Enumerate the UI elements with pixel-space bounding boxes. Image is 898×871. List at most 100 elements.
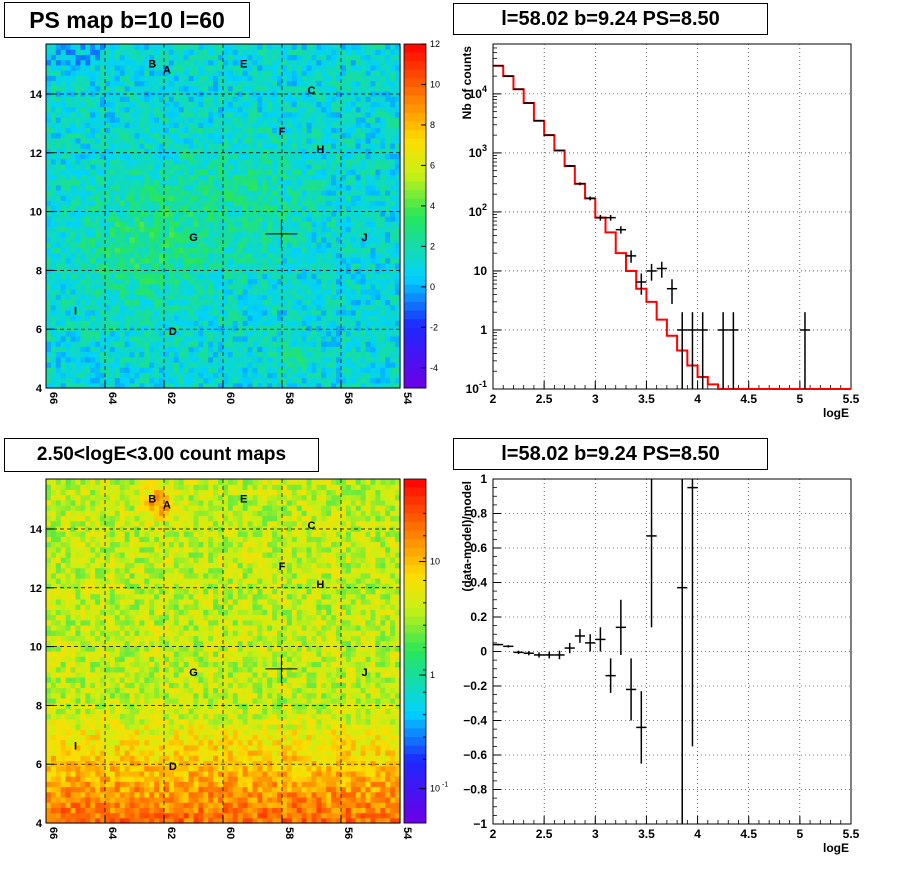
heatmap-cell [178,382,185,389]
heatmap-cell [139,231,145,238]
heatmap-cell [247,189,254,196]
heatmap-cell [188,242,195,248]
heatmap-cell [218,372,224,379]
heatmap-cell [232,70,239,76]
heatmap-cell [129,54,136,61]
heatmap-cell [350,341,357,347]
heatmap-cell [252,158,259,165]
heatmap-cell [85,335,91,342]
heatmap-cell [90,44,96,50]
heatmap-cell [326,309,332,316]
heatmap-cell [149,367,155,373]
heatmap-cell [75,372,82,379]
heatmap-cell [227,153,234,160]
heatmap-cell [345,163,352,170]
heatmap-cell [144,278,150,285]
heatmap-cell [65,80,72,87]
heatmap-cell [385,158,391,165]
heatmap-cell [109,80,116,87]
colorbar-segment [404,310,426,320]
heatmap-cell [173,205,180,212]
heatmap-cell [321,330,327,337]
heatmap-cell [124,361,131,368]
heatmap-cell [46,341,52,347]
colorbar-segment [404,327,426,337]
heatmap-cell [277,179,283,186]
heatmap-cell [350,163,357,170]
heatmap-cell [291,315,298,321]
heatmap-cell [183,268,190,274]
heatmap-cell [272,335,278,342]
heatmap-cell [336,148,342,155]
heatmap-cell [90,148,96,155]
heatmap-cell [390,221,396,228]
heatmap-cell [129,163,136,170]
heatmap-cell [365,283,372,290]
heatmap-cell [321,205,327,212]
heatmap-cell [218,257,224,264]
heatmap-cell [321,122,327,128]
heatmap-cell [65,195,72,201]
heatmap-cell [390,143,396,149]
heatmap-cell [159,96,165,102]
heatmap-cell [252,148,259,155]
heatmap-cell [296,268,303,274]
heatmap-cell [326,315,332,321]
heatmap-cell [350,278,357,285]
heatmap-cell [208,158,214,165]
heatmap-cell [129,247,136,254]
heatmap-cell [183,377,190,384]
heatmap-cell [90,116,96,123]
heatmap-cell [277,189,283,196]
heatmap-cell [242,70,249,76]
heatmap-cell [154,288,160,295]
heatmap-cell [380,49,386,56]
heatmap-cell [385,231,391,238]
heatmap-cell [105,278,111,285]
heatmap-cell [316,210,322,217]
heatmap-cell [213,320,219,327]
heatmap-cell [105,361,111,368]
heatmap-cell [60,242,67,248]
heatmap-cell [183,101,190,108]
heatmap-cell [321,96,327,102]
heatmap-cell [223,262,229,269]
heatmap-cell [237,273,244,280]
heatmap-cell [341,96,347,102]
heatmap-cell [257,85,263,92]
heatmap-cell [75,268,82,274]
heatmap-cell [100,54,106,61]
heatmap-cell [227,59,234,66]
heatmap-cell [134,372,141,379]
heatmap-cell [370,341,377,347]
heatmap-cell [124,44,131,50]
heatmap-cell [203,85,209,92]
heatmap-cell [272,210,278,217]
heatmap-cell [242,278,249,285]
heatmap-cell [55,315,62,321]
heatmap-cell [80,247,86,254]
heatmap-cell [341,106,347,113]
heatmap-cell [331,377,337,384]
heatmap-cell [144,320,150,327]
colorbar-segment [404,164,426,174]
heatmap-cell [267,174,273,181]
heatmap-cell [55,278,62,285]
heatmap-cell [70,382,77,389]
heatmap-cell [173,122,180,128]
heatmap-cell [355,283,362,290]
heatmap-cell [370,382,377,389]
source-label: C [308,85,316,97]
heatmap-cell [109,262,116,269]
heatmap-cell [262,216,268,222]
heatmap-cell [365,143,372,149]
heatmap-cell [129,127,136,134]
heatmap-cell [247,179,254,186]
heatmap-cell [203,59,209,66]
heatmap-cell [306,278,313,285]
heatmap-cell [282,59,288,66]
heatmap-cell [50,294,57,300]
heatmap-cell [237,309,244,316]
heatmap-cell [277,294,283,300]
heatmap-cell [80,75,86,82]
